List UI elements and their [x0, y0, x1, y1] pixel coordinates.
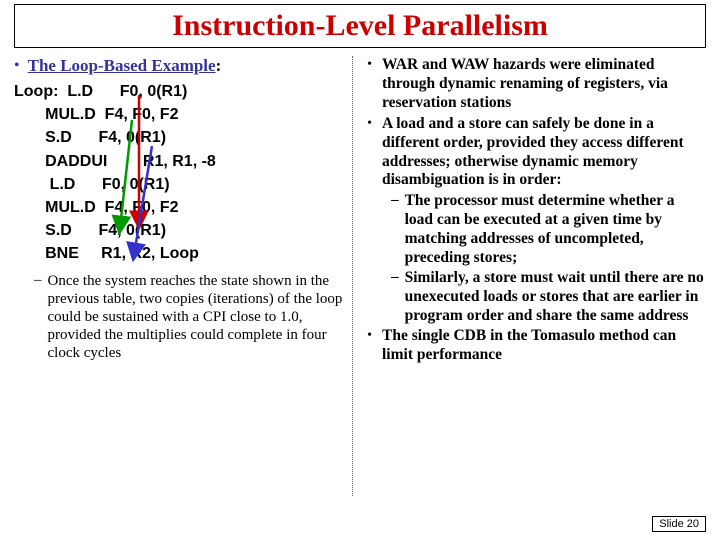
left-sub-bullet: – Once the system reaches the state show… [34, 272, 346, 362]
right-b3: • The single CDB in the Tomasulo method … [361, 327, 706, 365]
colon: : [216, 56, 222, 75]
bullet-icon: • [367, 327, 372, 345]
right-b2-s2-text: Similarly, a store must wait until there… [405, 269, 706, 326]
left-column: • The Loop-Based Example: Loop: L.D F0, … [14, 56, 353, 496]
right-column: • WAR and WAW hazards were eliminated th… [353, 56, 706, 496]
dash-icon: – [391, 269, 399, 326]
code-block: Loop: L.D F0, 0(R1) MUL.D F4, F0, F2 S.D… [14, 80, 346, 266]
code-line: L.D F0, 0(R1) [14, 173, 346, 196]
code-line: S.D F4, 0(R1) [14, 126, 346, 149]
code-line: S.D F4, 0(R1) [14, 219, 346, 242]
dash-icon: – [34, 272, 42, 362]
right-b2-text: A load and a store can safely be done in… [382, 115, 706, 191]
right-b2-s1: – The processor must determine whether a… [391, 192, 706, 268]
right-b3-text: The single CDB in the Tomasulo method ca… [382, 327, 706, 365]
code-line: Loop: L.D F0, 0(R1) [14, 80, 346, 103]
slide: Instruction-Level Parallelism • The Loop… [0, 0, 720, 540]
left-heading-line: • The Loop-Based Example: [14, 56, 346, 76]
right-b2: • A load and a store can safely be done … [361, 115, 706, 191]
columns: • The Loop-Based Example: Loop: L.D F0, … [14, 56, 706, 496]
left-sub-text: Once the system reaches the state shown … [48, 272, 347, 362]
right-b1: • WAR and WAW hazards were eliminated th… [361, 56, 706, 113]
title-box: Instruction-Level Parallelism [14, 4, 706, 48]
code-line: MUL.D F4, F0, F2 [14, 103, 346, 126]
loop-heading: The Loop-Based Example [28, 56, 216, 75]
dash-icon: – [391, 192, 399, 268]
right-b2-s1-text: The processor must determine whether a l… [405, 192, 706, 268]
code-line: MUL.D F4, F0, F2 [14, 196, 346, 219]
bullet-icon: • [367, 56, 372, 74]
right-b2-s2: – Similarly, a store must wait until the… [391, 269, 706, 326]
slide-number: Slide 20 [652, 516, 706, 532]
bullet-icon: • [367, 115, 372, 133]
code-line: BNE R1, R2, Loop [14, 242, 346, 265]
bullet-icon: • [14, 56, 20, 75]
right-b1-text: WAR and WAW hazards were eliminated thro… [382, 56, 706, 113]
slide-title: Instruction-Level Parallelism [15, 9, 705, 43]
code-line: DADDUI R1, R1, -8 [14, 150, 346, 173]
